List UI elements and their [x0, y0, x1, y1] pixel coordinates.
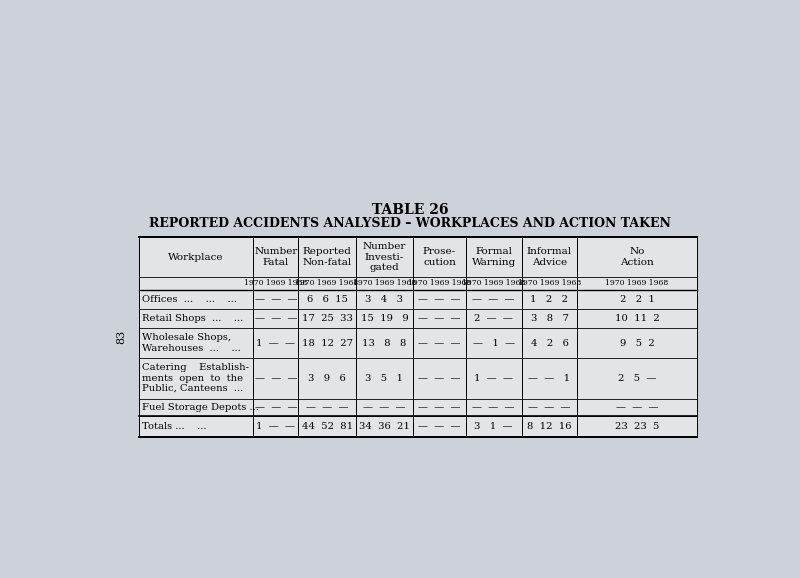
Text: Fuel Storage Depots ...: Fuel Storage Depots ... — [142, 403, 258, 412]
Text: —  —  —: — — — — [418, 295, 461, 304]
Text: Wholesale Shops,
Warehouses  ...    ...: Wholesale Shops, Warehouses ... ... — [142, 334, 241, 353]
Text: Reported
Non-fatal: Reported Non-fatal — [302, 247, 352, 267]
Text: —  —  —: — — — — [418, 403, 461, 412]
Text: 10  11  2: 10 11 2 — [614, 314, 659, 323]
Text: 1  —  —: 1 — — — [474, 373, 514, 383]
Text: 1970 1969 1968: 1970 1969 1968 — [408, 279, 471, 287]
Text: 1970 1969 1968: 1970 1969 1968 — [518, 279, 581, 287]
Text: —  —  —: — — — — [418, 339, 461, 347]
Text: —  —  —: — — — — [418, 373, 461, 383]
Text: Prose-
cution: Prose- cution — [423, 247, 456, 267]
Text: —  —  —: — — — — [254, 295, 297, 304]
Text: 3   9   6: 3 9 6 — [308, 373, 346, 383]
Text: 17  25  33: 17 25 33 — [302, 314, 353, 323]
Text: —  —  —: — — — — [306, 403, 348, 412]
Text: —   1  —: — 1 — — [473, 339, 514, 347]
Bar — [138, 237, 697, 438]
Text: —  —  —: — — — — [528, 403, 570, 412]
Text: —  —  —: — — — — [473, 295, 515, 304]
Text: Catering    Establish-
ments  open  to  the
Public, Canteens  ...: Catering Establish- ments open to the Pu… — [142, 363, 249, 393]
Text: 18  12  27: 18 12 27 — [302, 339, 353, 347]
Text: Informal
Advice: Informal Advice — [527, 247, 572, 267]
Text: Number
Investi-
gated: Number Investi- gated — [362, 242, 406, 272]
Text: 34  36  21: 34 36 21 — [359, 422, 410, 431]
Text: —  —  —: — — — — [254, 403, 297, 412]
Text: 2   5  —: 2 5 — — [618, 373, 656, 383]
Text: —  —  —: — — — — [418, 314, 461, 323]
Text: 2  —  —: 2 — — — [474, 314, 513, 323]
Text: 6   6  15: 6 6 15 — [306, 295, 347, 304]
Text: Retail Shops  ...    ...: Retail Shops ... ... — [142, 314, 243, 323]
Text: —  —  —: — — — — [616, 403, 658, 412]
Text: 8  12  16: 8 12 16 — [527, 422, 572, 431]
Text: 3   4   3: 3 4 3 — [366, 295, 403, 304]
Text: Offices  ...    ...    ...: Offices ... ... ... — [142, 295, 237, 304]
Text: 15  19   9: 15 19 9 — [361, 314, 408, 323]
Text: TABLE 26: TABLE 26 — [372, 203, 448, 217]
Text: 2   2  1: 2 2 1 — [620, 295, 654, 304]
Text: —  —  —: — — — — [418, 422, 461, 431]
Text: 1   2   2: 1 2 2 — [530, 295, 569, 304]
Text: Workplace: Workplace — [168, 253, 224, 262]
Text: Formal
Warning: Formal Warning — [471, 247, 516, 267]
Text: 1970 1969 1968: 1970 1969 1968 — [244, 279, 307, 287]
Text: 9   5  2: 9 5 2 — [620, 339, 654, 347]
Text: 1970 1969 1968: 1970 1969 1968 — [295, 279, 358, 287]
Text: 13   8   8: 13 8 8 — [362, 339, 406, 347]
Text: 3   8   7: 3 8 7 — [530, 314, 569, 323]
Text: 1970 1969 1968: 1970 1969 1968 — [353, 279, 416, 287]
Text: 83: 83 — [117, 330, 126, 344]
Text: 1  —  —: 1 — — — [257, 339, 295, 347]
Text: —  —   1: — — 1 — [529, 373, 570, 383]
Text: No
Action: No Action — [620, 247, 654, 267]
Text: —  —  —: — — — — [254, 314, 297, 323]
Text: 1970 1969 1968: 1970 1969 1968 — [606, 279, 669, 287]
Text: 4   2   6: 4 2 6 — [530, 339, 569, 347]
Text: 3   1  —: 3 1 — — [474, 422, 513, 431]
Text: 3   5   1: 3 5 1 — [366, 373, 403, 383]
Text: —  —  —: — — — — [473, 403, 515, 412]
Text: —  —  —: — — — — [363, 403, 406, 412]
Text: Number
Fatal: Number Fatal — [254, 247, 298, 267]
Text: 1970 1969 1968: 1970 1969 1968 — [462, 279, 526, 287]
Text: REPORTED ACCIDENTS ANALYSED – WORKPLACES AND ACTION TAKEN: REPORTED ACCIDENTS ANALYSED – WORKPLACES… — [149, 217, 671, 230]
Text: Totals ...    ...: Totals ... ... — [142, 422, 206, 431]
Text: 1  —  —: 1 — — — [257, 422, 295, 431]
Text: 44  52  81: 44 52 81 — [302, 422, 353, 431]
Text: —  —  —: — — — — [254, 373, 297, 383]
Text: 23  23  5: 23 23 5 — [615, 422, 659, 431]
